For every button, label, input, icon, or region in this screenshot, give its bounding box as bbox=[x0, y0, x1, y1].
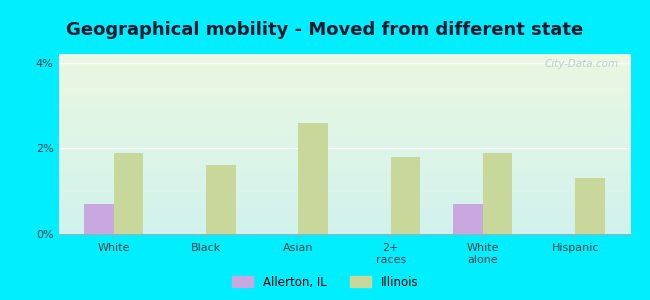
Bar bbox=[206, 165, 236, 234]
Text: Geographical mobility - Moved from different state: Geographical mobility - Moved from diffe… bbox=[66, 21, 584, 39]
Bar bbox=[114, 153, 144, 234]
Bar bbox=[575, 178, 604, 234]
Bar bbox=[483, 153, 512, 234]
Text: City-Data.com: City-Data.com bbox=[545, 59, 619, 69]
Bar bbox=[298, 123, 328, 234]
Bar bbox=[391, 157, 420, 234]
Bar bbox=[453, 204, 483, 234]
Legend: Allerton, IL, Illinois: Allerton, IL, Illinois bbox=[229, 273, 421, 291]
Bar bbox=[84, 204, 114, 234]
